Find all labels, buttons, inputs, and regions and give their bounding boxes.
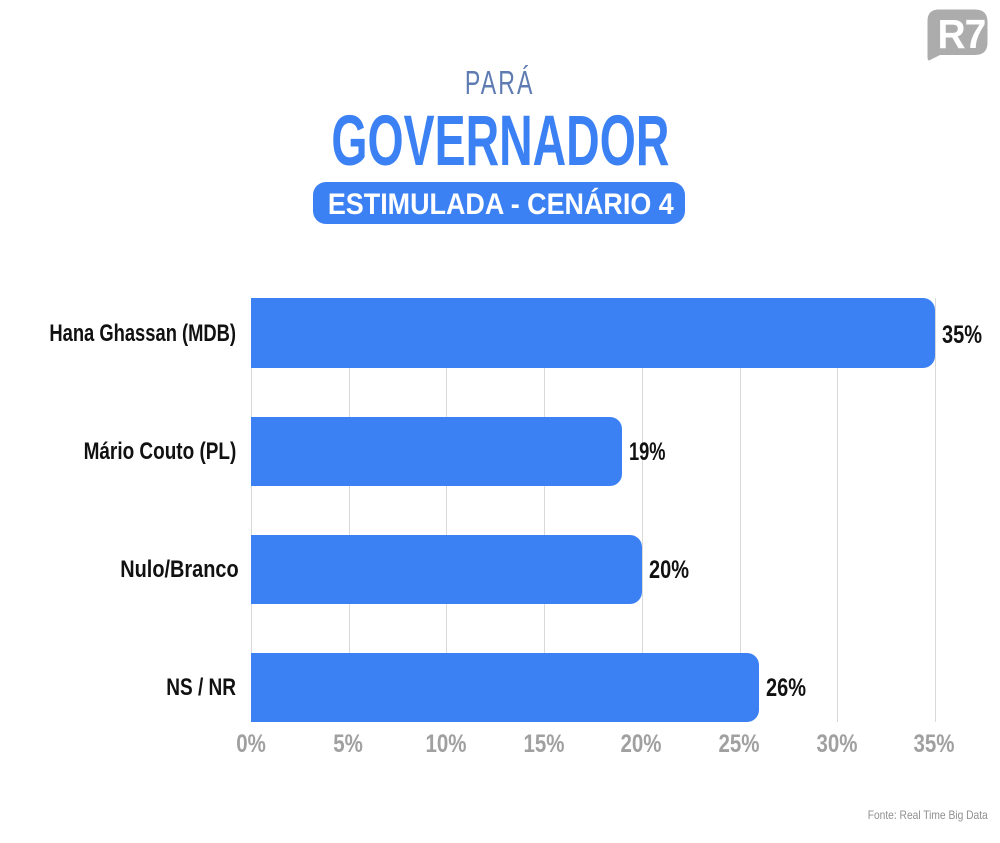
svg-text:R7: R7 bbox=[938, 12, 986, 57]
